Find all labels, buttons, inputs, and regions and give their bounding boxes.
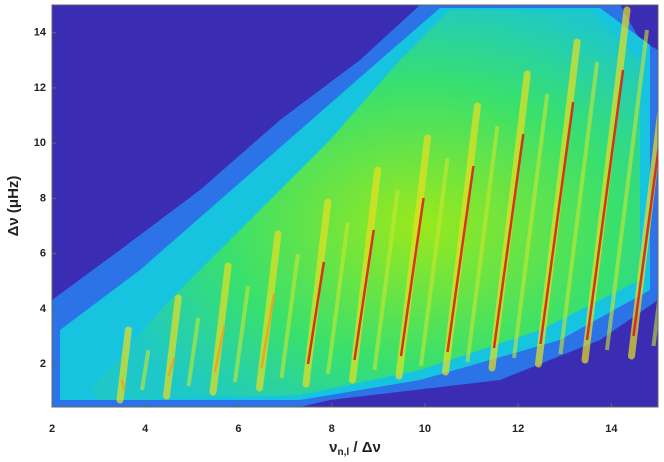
ridge-side	[512, 93, 550, 359]
ridge-side	[233, 285, 251, 383]
ridge-side	[326, 221, 350, 375]
x-axis-label: νn,l / Δν	[329, 439, 381, 458]
y-tick-label: 10	[34, 137, 46, 149]
x-tick-label: 6	[235, 423, 241, 435]
ridge-side	[372, 189, 400, 371]
x-tick-label: 10	[419, 423, 431, 435]
x-tick-label: 2	[49, 423, 55, 435]
ridge-side	[140, 349, 151, 391]
y-tick-label: 2	[40, 358, 46, 370]
ridge-core	[492, 133, 525, 349]
ridge-core	[306, 261, 326, 365]
y-tick-label: 14	[34, 27, 47, 39]
ridge-core	[399, 197, 425, 357]
y-axis-label: Δν (μHz)	[5, 176, 22, 237]
ridge	[163, 294, 182, 400]
ridge-core	[585, 69, 625, 341]
x-label-subscript: n,l	[338, 447, 350, 458]
ridge-side	[419, 157, 450, 367]
ridge-side	[465, 125, 500, 363]
x-label-symbol: ν	[329, 439, 337, 456]
ridges	[116, 6, 658, 404]
ridge-side	[605, 29, 649, 351]
x-label-rest: / Δν	[349, 439, 381, 456]
y-tick-label: 4	[40, 303, 47, 315]
y-tick-label: 8	[40, 192, 46, 204]
ridge-core	[539, 101, 575, 345]
heatmap	[52, 5, 658, 407]
ridge-core	[260, 293, 276, 369]
y-tick-label: 12	[34, 82, 46, 94]
ridge-core	[446, 165, 475, 353]
ridge-core	[213, 325, 226, 373]
x-tick-label: 8	[329, 423, 335, 435]
ridge-core	[167, 357, 176, 377]
x-tick-label: 4	[142, 423, 149, 435]
x-tick-label: 14	[605, 423, 618, 435]
ridge	[116, 326, 132, 404]
ridge-side	[558, 61, 600, 355]
y-tick-label: 6	[40, 248, 46, 260]
ridge-core	[353, 229, 375, 361]
ridge-core	[632, 143, 658, 337]
ridge-core	[120, 379, 126, 391]
ridge-side	[186, 317, 201, 387]
x-tick-label: 12	[512, 423, 524, 435]
ridge-side	[279, 253, 300, 379]
plot-frame	[51, 4, 659, 408]
